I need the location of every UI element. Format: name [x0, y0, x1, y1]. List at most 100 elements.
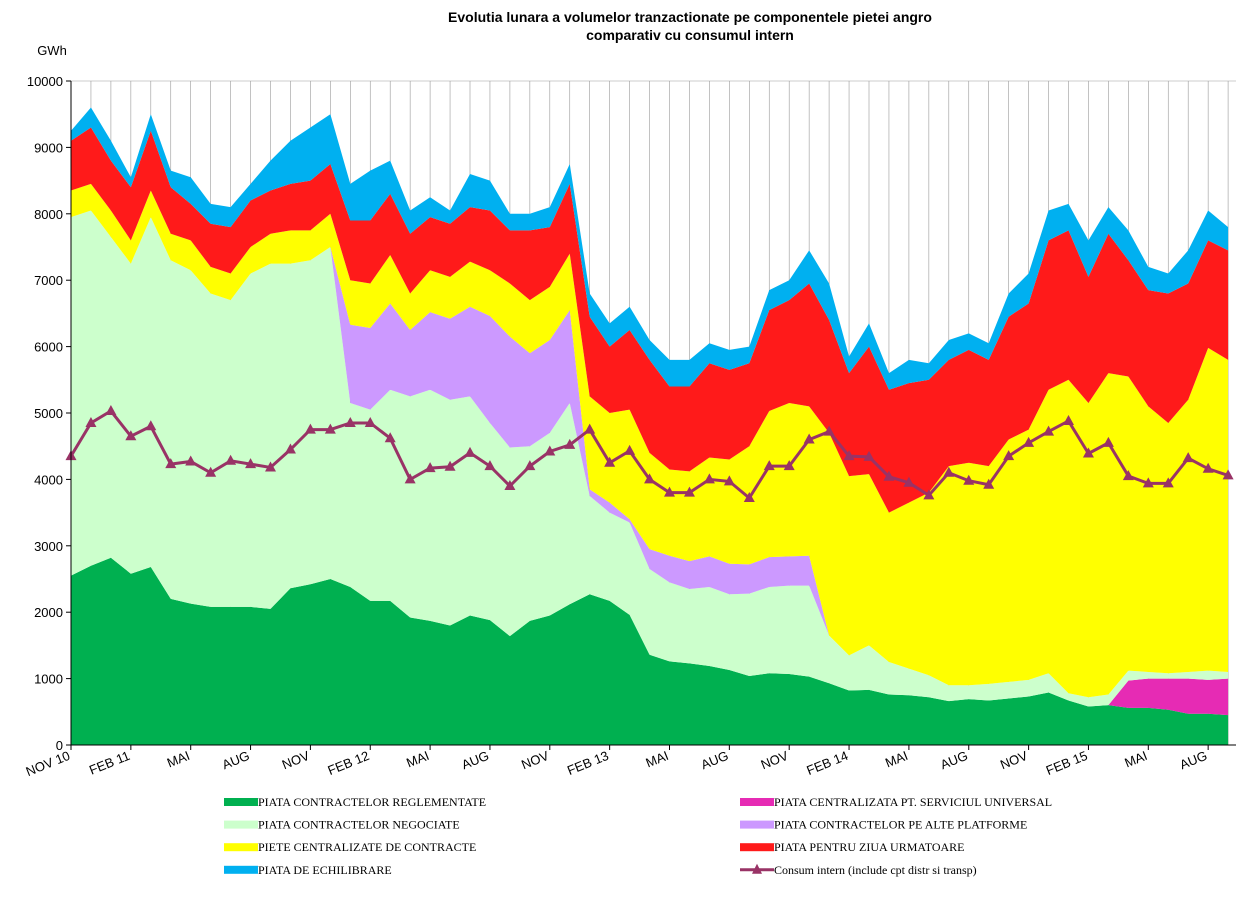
chart-title: Evolutia lunara a volumelor tranzactiona…	[448, 9, 932, 25]
line-marker	[1063, 414, 1074, 425]
x-tick-label: FEB 13	[565, 748, 611, 778]
y-tick-label: 1000	[34, 672, 63, 687]
y-tick-label: 9000	[34, 140, 63, 155]
area	[71, 210, 1229, 698]
x-tick-label: AUG	[938, 748, 970, 772]
area	[71, 107, 1229, 390]
line-marker	[1222, 469, 1234, 480]
legend-swatch	[740, 820, 774, 829]
line-marker	[584, 423, 596, 434]
line-marker	[1102, 436, 1114, 447]
line-marker	[304, 423, 316, 434]
line-marker	[265, 461, 276, 472]
x-tick-label: NOV	[759, 748, 791, 773]
y-tick-label: 0	[56, 738, 63, 753]
legend-label: PIATA PENTRU ZIUA URMATOARE	[774, 840, 965, 854]
line-marker	[404, 473, 416, 484]
line-marker	[1182, 452, 1194, 463]
legend-label: PIETE CENTRALIZATE DE CONTRACTE	[258, 840, 476, 854]
area	[71, 127, 1229, 513]
line-marker	[484, 460, 496, 471]
line-marker	[1122, 470, 1134, 481]
line-marker	[624, 444, 636, 455]
line-marker	[205, 466, 217, 477]
legend-swatch	[224, 798, 258, 806]
line-marker	[843, 450, 855, 461]
legend-swatch	[740, 843, 774, 852]
line-marker	[145, 420, 157, 431]
legend-marker	[752, 863, 762, 874]
line-marker	[524, 460, 536, 471]
line-marker	[105, 405, 117, 416]
line-marker	[424, 462, 436, 473]
chart-subtitle: comparativ cu consumul intern	[586, 27, 794, 43]
x-tick-label: NOV	[519, 748, 551, 773]
y-tick-label: 2000	[34, 605, 63, 620]
line-marker	[883, 470, 895, 481]
line-marker	[683, 486, 695, 497]
line-marker	[1162, 477, 1174, 488]
legend-label: PIATA CONTRACTELOR NEGOCIATE	[258, 818, 460, 832]
x-tick-label: FEB 11	[87, 748, 132, 778]
x-tick-label: NOV 10	[24, 748, 73, 779]
line-marker	[384, 432, 396, 443]
x-tick-label: MAI	[1122, 748, 1149, 771]
x-tick-label: FEB 12	[326, 748, 372, 778]
line-marker	[823, 425, 835, 436]
line-marker	[165, 458, 177, 469]
legend-label: PIATA DE ECHILIBRARE	[258, 863, 392, 877]
legend-swatch	[740, 798, 774, 806]
y-tick-label: 5000	[34, 406, 63, 421]
y-tick-label: 10000	[27, 74, 63, 89]
legend-label: Consum intern (include cpt distr si tran…	[774, 863, 977, 877]
legend-label: PIATA CENTRALIZATA PT. SERVICIUL UNIVERS…	[774, 795, 1052, 809]
y-axis-label: GWh	[37, 43, 67, 58]
line-marker	[703, 473, 715, 484]
line-marker	[604, 456, 616, 467]
line-marker	[564, 438, 576, 449]
area	[71, 183, 1229, 698]
area	[71, 210, 1229, 707]
x-tick-label: AUG	[699, 748, 731, 772]
line-marker	[923, 489, 935, 500]
x-tick-label: MAI	[404, 748, 431, 771]
line-marker	[723, 475, 735, 486]
x-tick-label: FEB 14	[804, 748, 850, 778]
line-marker	[783, 460, 795, 471]
line-marker	[803, 433, 815, 444]
line-marker	[1003, 450, 1015, 461]
line-marker	[903, 476, 915, 487]
y-tick-label: 3000	[34, 539, 63, 554]
line-marker	[364, 416, 376, 427]
x-tick-label: AUG	[1178, 748, 1210, 772]
line-marker	[504, 480, 516, 491]
line-marker	[644, 473, 656, 484]
line-marker	[125, 430, 137, 441]
line-marker	[743, 491, 755, 502]
x-tick-label: NOV	[998, 748, 1030, 773]
line-marker	[1082, 447, 1094, 458]
x-tick-label: MAI	[165, 748, 192, 771]
line-marker	[225, 454, 237, 465]
line-marker	[943, 466, 955, 477]
x-tick-label: AUG	[459, 748, 491, 772]
line-marker	[983, 478, 995, 489]
line-marker	[444, 460, 456, 471]
line-marker	[1142, 477, 1154, 488]
x-tick-label: AUG	[220, 748, 252, 772]
x-tick-label: MAI	[883, 748, 910, 771]
line-marker	[763, 460, 775, 471]
line-marker	[1023, 436, 1035, 447]
legend-swatch	[224, 843, 258, 852]
legend: PIATA CONTRACTELOR REGLEMENTATE PIATA CEN…	[224, 795, 1052, 877]
area	[71, 557, 1229, 745]
x-tick-label: NOV	[280, 748, 312, 773]
line-marker	[1202, 462, 1214, 473]
legend-label: PIATA CONTRACTELOR REGLEMENTATE	[258, 795, 486, 809]
x-tick-label: FEB 15	[1044, 748, 1090, 778]
line-marker	[1043, 425, 1055, 436]
line-marker	[85, 416, 97, 427]
legend-swatch	[224, 865, 258, 874]
line-marker	[544, 445, 556, 456]
